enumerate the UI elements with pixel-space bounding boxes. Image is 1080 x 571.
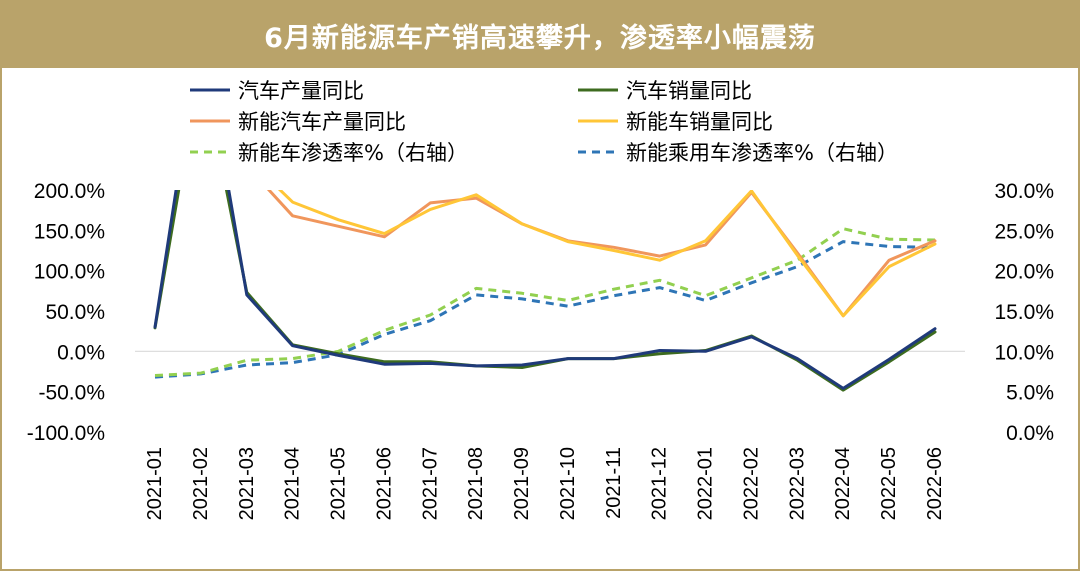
series-line	[154, 240, 936, 379]
x-tick-label: 2021-08	[465, 447, 487, 520]
legend-label: 新能车渗透率%（右轴）	[238, 141, 468, 165]
x-tick-label: 2022-03	[786, 447, 808, 520]
plot-area	[153, 190, 937, 392]
right-tick-label: 10.0%	[994, 341, 1054, 364]
left-tick-label: -100.0%	[27, 422, 105, 445]
x-tick-label: 2021-04	[282, 447, 304, 520]
legend-label: 新能车销量同比	[626, 110, 773, 134]
chart-title: 6月新能源车产销高速攀升，渗透率小幅震荡	[264, 22, 816, 54]
x-tick-label: 2021-06	[373, 447, 395, 520]
x-tick-label: 2022-01	[695, 447, 717, 520]
right-tick-label: 15.0%	[994, 301, 1054, 324]
right-tick-label: 5.0%	[1006, 382, 1054, 405]
left-tick-label: 200.0%	[34, 180, 105, 203]
right-tick-label: 20.0%	[994, 261, 1054, 284]
right-tick-label: 25.0%	[994, 220, 1054, 243]
x-tick-label: 2021-10	[557, 447, 579, 520]
left-tick-label: -50.0%	[38, 382, 105, 405]
x-tick-label: 2021-07	[419, 447, 441, 520]
legend-label: 新能汽车产量同比	[238, 110, 406, 134]
x-tick-label: 2022-06	[924, 447, 946, 520]
legend-label: 汽车销量同比	[626, 79, 752, 103]
x-tick-label: 2022-05	[878, 447, 900, 520]
x-tick-label: 2021-12	[649, 447, 671, 520]
series-line	[154, 227, 936, 377]
left-tick-label: 50.0%	[45, 301, 105, 324]
x-tick-label: 2022-04	[832, 447, 854, 520]
legend-label: 新能乘用车渗透率%（右轴）	[626, 141, 898, 165]
right-tick-label: 30.0%	[994, 180, 1054, 203]
left-tick-label: 100.0%	[34, 261, 105, 284]
x-tick-label: 2021-11	[603, 447, 625, 519]
x-axis-labels: 2021-01 2021-02 2021-03 2021-04 2021-05 2021-…	[144, 447, 946, 520]
series-line	[153, 190, 937, 390]
x-tick-label: 2022-02	[740, 447, 762, 520]
left-tick-label: 150.0%	[34, 220, 105, 243]
x-tick-label: 2021-03	[236, 447, 258, 520]
x-tick-label: 2021-09	[511, 447, 533, 520]
x-tick-label: 2021-05	[328, 447, 350, 520]
title-bar: 6月新能源车产销高速攀升，渗透率小幅震荡	[2, 2, 1078, 68]
right-tick-label: 0.0%	[1006, 422, 1054, 445]
x-tick-label: 2021-02	[190, 447, 212, 520]
axes: 200.0% 150.0% 100.0% 50.0% 0.0% -50.0% -100.0%…	[27, 180, 1054, 445]
series-line	[277, 190, 937, 318]
x-tick-label: 2021-01	[144, 447, 166, 520]
legend-label: 汽车产量同比	[238, 79, 364, 103]
left-tick-label: 0.0%	[57, 341, 105, 364]
